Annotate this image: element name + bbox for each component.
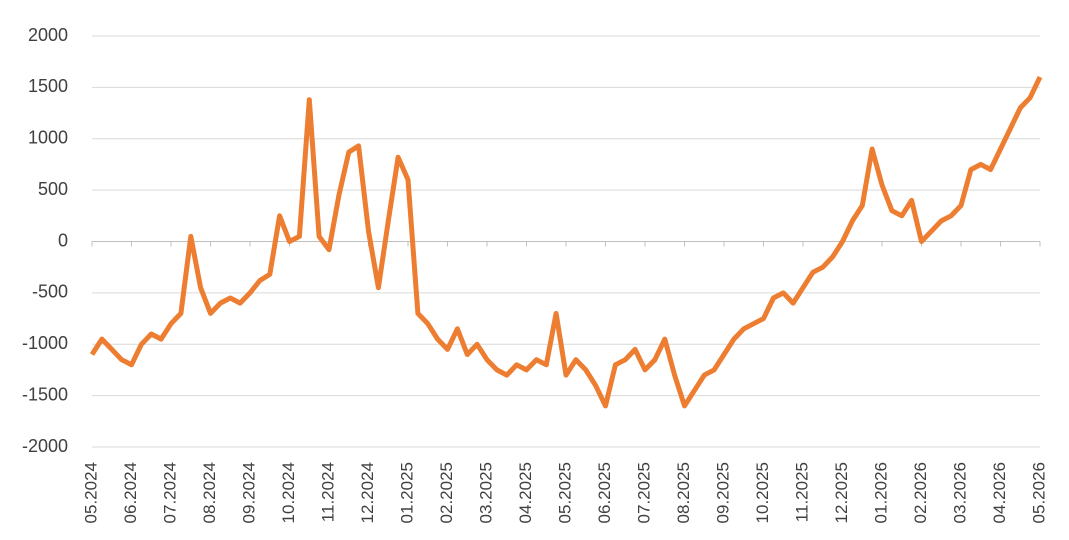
x-tick-label: 01.2025 xyxy=(397,462,416,523)
x-tick-label: 02.2025 xyxy=(437,462,456,523)
x-tick-label: 05.2026 xyxy=(1029,462,1048,523)
x-tick-label: 06.2025 xyxy=(595,462,614,523)
x-tick-label: 11.2024 xyxy=(318,462,337,522)
y-tick-label: 0 xyxy=(58,230,68,250)
y-tick-label: 1500 xyxy=(28,76,68,96)
y-tick-label: 500 xyxy=(38,179,68,199)
y-tick-label: -1000 xyxy=(22,333,68,353)
y-tick-label: -500 xyxy=(32,282,68,302)
x-tick-label: 11.2025 xyxy=(792,462,811,522)
y-tick-label: 2000 xyxy=(28,25,68,45)
y-tick-label: -2000 xyxy=(22,436,68,456)
x-tick-label: 12.2025 xyxy=(832,462,851,523)
x-tick-label: 02.2026 xyxy=(911,462,930,523)
x-tick-label: 05.2024 xyxy=(81,462,100,523)
y-tick-label: 1000 xyxy=(28,128,68,148)
x-tick-label: 01.2026 xyxy=(871,462,890,523)
x-tick-label: 10.2024 xyxy=(279,462,298,523)
y-tick-label: -1500 xyxy=(22,384,68,404)
x-tick-label: 08.2024 xyxy=(200,462,219,523)
x-tick-label: 05.2025 xyxy=(555,462,574,523)
x-tick-label: 03.2025 xyxy=(476,462,495,523)
x-tick-label: 03.2026 xyxy=(950,462,969,523)
x-tick-label: 04.2025 xyxy=(516,462,535,523)
x-tick-label: 12.2024 xyxy=(358,462,377,523)
x-tick-label: 07.2025 xyxy=(634,462,653,523)
x-tick-label: 09.2025 xyxy=(713,462,732,523)
line-series xyxy=(89,76,1043,409)
x-tick-label: 04.2026 xyxy=(990,462,1009,523)
x-tick-label: 06.2024 xyxy=(121,462,140,523)
x-tick-label: 08.2025 xyxy=(674,462,693,523)
x-tick-label: 09.2024 xyxy=(239,462,258,523)
x-tick-label: 10.2025 xyxy=(753,462,772,523)
x-tick-label: 07.2024 xyxy=(160,462,179,523)
